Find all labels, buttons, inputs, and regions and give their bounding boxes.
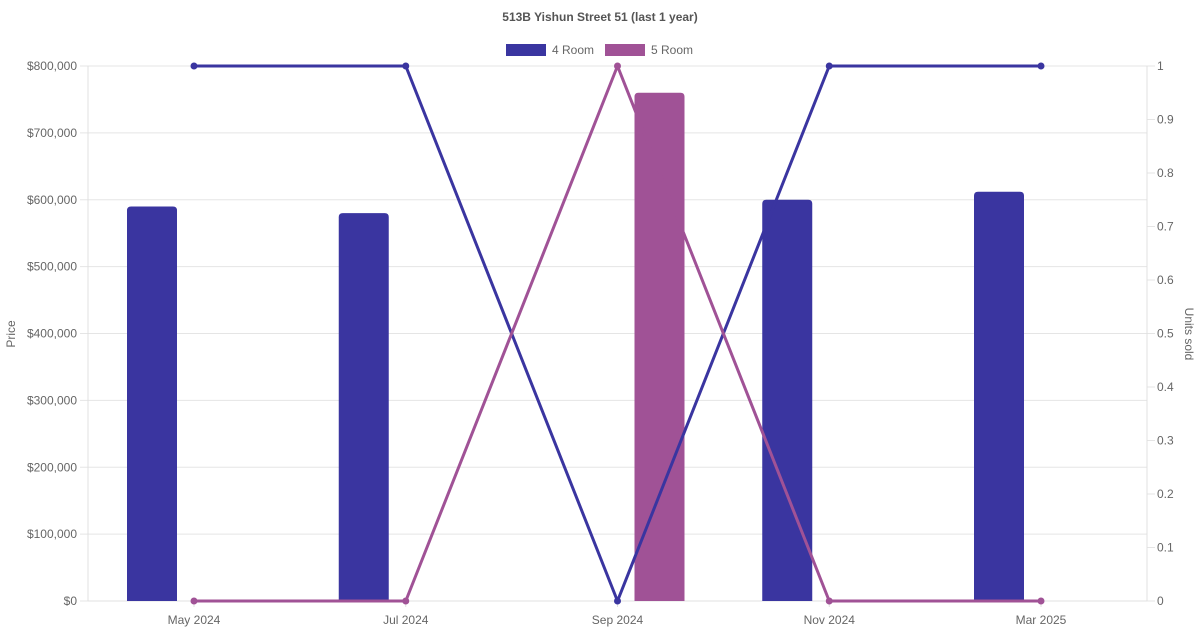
bar-4-room-nov-2024[interactable] — [762, 199, 813, 601]
legend: 4 Room 5 Room — [506, 43, 693, 57]
point-4-room-nov-2024[interactable] — [825, 62, 833, 70]
lines — [190, 62, 1045, 605]
point-4-room-jul-2024[interactable] — [402, 62, 410, 70]
x-tick-label-sep-2024: Sep 2024 — [592, 613, 644, 627]
point-4-room-mar-2025[interactable] — [1037, 62, 1045, 70]
right-tick-label: 0.2 — [1157, 487, 1174, 501]
right-axis-ticks: 0 0.1 0.2 0.3 0.4 0.5 0.6 0.7 0.8 0.9 1 — [1157, 59, 1174, 608]
x-axis-ticks: May 2024 Jul 2024 Sep 2024 Nov 2024 Mar 2025 — [168, 613, 1067, 627]
x-tick-label-may-2024: May 2024 — [168, 613, 221, 627]
bar-5-room-sep-2024[interactable] — [634, 92, 685, 601]
legend-swatch-5-room[interactable] — [605, 44, 645, 56]
right-tick-label: 0.9 — [1157, 113, 1174, 127]
right-tick-label: 0.4 — [1157, 380, 1174, 394]
right-tick-label: 0.6 — [1157, 273, 1174, 287]
point-4-room-may-2024[interactable] — [190, 62, 198, 70]
bar-4-room-mar-2025[interactable] — [974, 191, 1024, 601]
y-axis-label-units-sold: Units sold — [1182, 308, 1196, 361]
legend-label-4-room[interactable]: 4 Room — [552, 43, 594, 57]
left-tick-label: $700,000 — [27, 126, 77, 140]
point-4-room-sep-2024[interactable] — [614, 597, 621, 605]
right-tick-label: 1 — [1157, 59, 1164, 73]
legend-swatch-4-room[interactable] — [506, 44, 546, 56]
point-5-room-sep-2024[interactable] — [614, 62, 621, 70]
right-tick-label: 0.1 — [1157, 541, 1174, 555]
bars — [127, 92, 1024, 601]
x-tick-label-mar-2025: Mar 2025 — [1016, 613, 1067, 627]
x-tick-label-jul-2024: Jul 2024 — [383, 613, 429, 627]
right-tick-label: 0.5 — [1157, 327, 1174, 341]
y-axis-label-price: Price — [4, 320, 18, 348]
x-tick-label-nov-2024: Nov 2024 — [804, 613, 856, 627]
left-axis-ticks: $0 $100,000 $200,000 $300,000 $400,000 $500,0… — [27, 59, 77, 608]
left-tick-label: $200,000 — [27, 460, 77, 474]
point-5-room-jul-2024[interactable] — [402, 597, 410, 605]
left-tick-label: $300,000 — [27, 393, 77, 407]
left-tick-label: $100,000 — [27, 527, 77, 541]
bar-4-room-may-2024[interactable] — [127, 206, 177, 601]
left-tick-label: $0 — [64, 594, 78, 608]
point-5-room-may-2024[interactable] — [190, 597, 198, 605]
right-tick-label: 0.8 — [1157, 166, 1174, 180]
chart-title: 513B Yishun Street 51 (last 1 year) — [502, 10, 697, 24]
left-tick-label: $600,000 — [27, 193, 77, 207]
point-5-room-nov-2024[interactable] — [825, 597, 833, 605]
right-tick-label: 0 — [1157, 594, 1164, 608]
left-tick-label: $800,000 — [27, 59, 77, 73]
legend-label-5-room[interactable]: 5 Room — [651, 43, 693, 57]
left-tick-label: $500,000 — [27, 260, 77, 274]
left-tick-label: $400,000 — [27, 327, 77, 341]
bar-4-room-jul-2024[interactable] — [338, 213, 389, 601]
point-5-room-mar-2025[interactable] — [1037, 597, 1045, 605]
right-tick-label: 0.3 — [1157, 434, 1174, 448]
right-tick-label: 0.7 — [1157, 220, 1174, 234]
